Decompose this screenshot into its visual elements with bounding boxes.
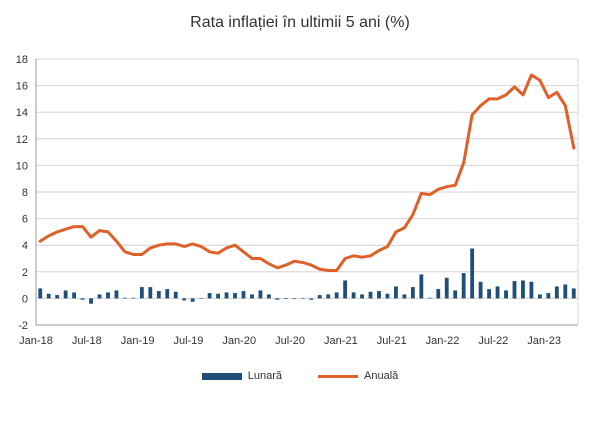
x-tick-label: Jul-19: [173, 335, 203, 347]
bar-monthly: [292, 298, 297, 300]
bar-monthly: [207, 293, 212, 299]
bar-monthly: [512, 281, 517, 299]
bar-monthly: [410, 287, 415, 299]
bar-monthly: [80, 298, 85, 300]
bar-monthly: [199, 298, 204, 299]
y-tick-label: 4: [22, 240, 28, 252]
y-tick-label: 2: [22, 267, 28, 279]
bar-monthly: [444, 277, 449, 299]
series-line-annual: [38, 73, 576, 272]
bar-monthly: [554, 286, 559, 299]
bar-monthly: [63, 290, 68, 299]
bar-monthly: [394, 286, 398, 299]
x-tick-label: Jul-20: [275, 335, 305, 347]
bar-monthly: [427, 297, 432, 299]
bar-monthly: [139, 287, 144, 299]
bar-monthly: [224, 292, 229, 299]
bar-monthly: [343, 280, 348, 299]
x-tick-label: Jul-21: [377, 335, 407, 347]
bar-monthly: [546, 293, 551, 299]
bar-monthly: [46, 293, 51, 299]
bar-monthly: [97, 294, 102, 299]
legend-label-annual: Anuală: [364, 370, 399, 382]
bar-monthly: [250, 294, 254, 299]
bar-monthly: [402, 294, 407, 299]
bar-monthly: [233, 293, 237, 299]
bar-monthly: [148, 287, 153, 299]
bar-monthly: [453, 290, 458, 299]
legend-swatch-monthly: [201, 372, 242, 380]
y-tick-label: 18: [16, 54, 28, 66]
bar-monthly: [360, 294, 364, 299]
bar-monthly: [114, 290, 119, 299]
bar-monthly: [182, 298, 187, 301]
bar-monthly: [165, 289, 170, 299]
y-tick-label: 10: [16, 160, 28, 172]
legend-swatch-annual: [318, 374, 358, 378]
y-tick-label: 12: [16, 134, 28, 146]
y-tick-label: 14: [16, 107, 28, 119]
bar-monthly: [487, 289, 491, 299]
y-tick-label: -2: [18, 320, 28, 332]
bar-monthly: [436, 289, 441, 299]
bar-monthly: [495, 286, 500, 299]
bar-monthly: [55, 295, 60, 299]
bar-monthly: [326, 294, 331, 299]
bar-monthly: [106, 292, 110, 299]
bar-monthly: [419, 274, 424, 299]
x-tick-label: Jan-18: [19, 335, 53, 347]
bar-monthly: [275, 298, 280, 300]
x-tick-label: Jul-22: [478, 335, 508, 347]
bar-monthly: [385, 293, 390, 299]
bar-monthly: [351, 292, 356, 299]
bar-monthly: [38, 288, 43, 299]
y-tick-label: 16: [16, 81, 28, 93]
bar-monthly: [309, 298, 314, 300]
bar-monthly: [173, 291, 178, 299]
bar-monthly: [504, 290, 508, 299]
legend-label-monthly: Lunară: [247, 370, 282, 382]
x-tick-label: Jan-20: [222, 335, 256, 347]
bar-monthly: [131, 297, 136, 299]
bar-monthly: [461, 273, 466, 299]
bar-monthly: [123, 297, 127, 299]
bar-monthly: [571, 288, 576, 299]
bar-monthly: [334, 292, 339, 299]
bar-monthly: [300, 298, 305, 299]
bar-monthly: [368, 291, 373, 299]
legend-item-monthly: Lunară: [201, 370, 282, 382]
bar-monthly: [529, 281, 534, 299]
bar-monthly: [241, 291, 246, 299]
x-tick-label: Jan-21: [324, 335, 358, 347]
bar-monthly: [258, 290, 263, 299]
bar-monthly: [283, 298, 288, 300]
bar-monthly: [478, 281, 483, 299]
bar-monthly: [89, 298, 93, 304]
y-tick-label: 8: [22, 187, 28, 199]
bar-monthly: [537, 294, 542, 299]
bar-monthly: [521, 280, 525, 299]
bar-monthly: [377, 291, 381, 299]
y-tick-label: 6: [22, 214, 28, 226]
legend-item-annual: Anuală: [318, 370, 398, 382]
chart-legend: Lunară Anuală: [0, 370, 600, 382]
bar-monthly: [156, 291, 161, 299]
bar-monthly: [72, 292, 77, 299]
bar-monthly: [470, 248, 475, 299]
bar-monthly: [216, 293, 220, 299]
bar-monthly: [266, 294, 271, 299]
x-tick-label: Jan-22: [426, 335, 460, 347]
bar-monthly: [190, 298, 195, 302]
bar-monthly: [317, 295, 322, 299]
bar-monthly: [563, 284, 568, 299]
chart-title: Rata inflației în ultimii 5 ani (%): [190, 14, 410, 31]
x-tick-label: Jan-19: [121, 335, 155, 347]
y-tick-label: 0: [22, 293, 28, 305]
x-tick-label: Jan-23: [527, 335, 561, 347]
x-tick-label: Jul-18: [72, 335, 102, 347]
